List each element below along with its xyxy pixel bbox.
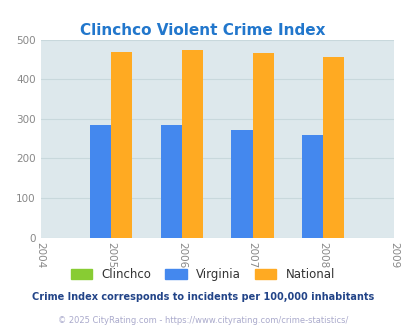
- Bar: [252, 53, 273, 238]
- Bar: [160, 125, 181, 238]
- Bar: [231, 130, 252, 238]
- Bar: [322, 57, 343, 238]
- Text: Clinchco Violent Crime Index: Clinchco Violent Crime Index: [80, 23, 325, 38]
- Text: Crime Index corresponds to incidents per 100,000 inhabitants: Crime Index corresponds to incidents per…: [32, 292, 373, 302]
- Bar: [181, 50, 202, 238]
- Bar: [301, 135, 322, 238]
- Bar: [111, 52, 132, 238]
- Legend: Clinchco, Virginia, National: Clinchco, Virginia, National: [66, 263, 339, 286]
- Bar: [90, 125, 111, 238]
- Text: © 2025 CityRating.com - https://www.cityrating.com/crime-statistics/: © 2025 CityRating.com - https://www.city…: [58, 315, 347, 325]
